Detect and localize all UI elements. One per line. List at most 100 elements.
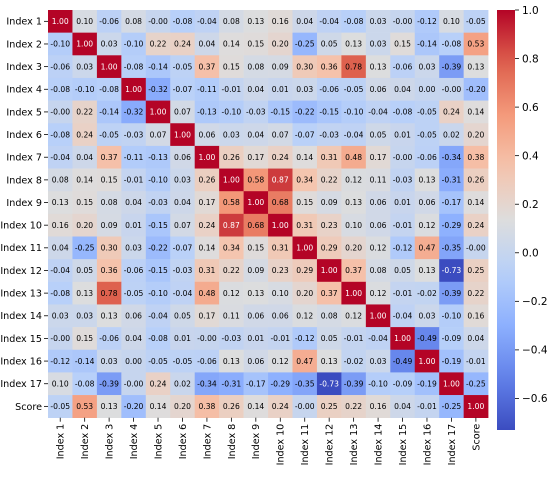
- cell-value-label: 0.05: [174, 311, 191, 320]
- cell-value-label: -0.06: [50, 62, 70, 71]
- heatmap-cell: [48, 372, 73, 396]
- heatmap-cell: [439, 191, 464, 215]
- heatmap-cell: [72, 168, 98, 192]
- colorbar-tick-label: 0.6: [522, 102, 539, 114]
- heatmap-cell: [390, 304, 416, 328]
- heatmap-cell: [48, 168, 73, 192]
- cell-value-label: 0.03: [76, 62, 93, 71]
- heatmap-cell: [219, 10, 244, 33]
- heatmap-cell: [341, 145, 367, 169]
- heatmap-cell: [96, 372, 122, 396]
- cell-value-label: 0.16: [272, 17, 289, 26]
- cell-value-label: 0.14: [76, 176, 93, 185]
- cell-value-label: 0.01: [272, 85, 289, 94]
- cell-value-label: -0.03: [148, 198, 168, 207]
- heatmap-cell: [414, 304, 440, 328]
- heatmap-cell: [390, 168, 416, 192]
- cell-value-label: -0.03: [222, 334, 242, 343]
- cell-value-label: -0.04: [50, 266, 70, 275]
- cell-value-label: -0.19: [442, 357, 462, 366]
- cell-value-label: -0.04: [50, 153, 70, 162]
- cell-value-label: -0.01: [417, 402, 437, 411]
- heatmap-cell: [316, 10, 342, 33]
- cell-value-label: 0.14: [296, 153, 313, 162]
- heatmap-cell: [170, 395, 195, 418]
- heatmap-cell: [72, 349, 98, 373]
- cell-value-label: 0.87: [272, 176, 289, 185]
- cell-value-label: 0.07: [150, 130, 167, 139]
- row-tick-label: Index 8: [6, 175, 42, 186]
- cell-value-label: -0.10: [148, 176, 168, 185]
- heatmap-cell: [414, 236, 440, 260]
- heatmap-cell: [268, 395, 293, 418]
- cell-value-label: 0.12: [370, 244, 387, 253]
- cell-value-label: -0.39: [344, 379, 364, 388]
- cell-value-label: 0.14: [467, 108, 484, 117]
- column-tick-label: Index 16: [422, 424, 433, 466]
- heatmap-cell: [48, 259, 73, 283]
- heatmap-cell: [463, 372, 489, 396]
- heatmap-cell: [170, 304, 195, 328]
- heatmap-cell: [268, 304, 293, 328]
- cell-value-label: -0.49: [393, 357, 413, 366]
- cell-value-label: -0.08: [50, 289, 70, 298]
- heatmap-cell: [414, 327, 440, 351]
- heatmap-cell: [243, 191, 269, 215]
- column-tick-label: Index 12: [325, 424, 336, 466]
- column-tick-label: Index 13: [349, 424, 360, 466]
- cell-value-label: -0.11: [197, 85, 217, 94]
- cell-value-label: -0.01: [466, 357, 486, 366]
- heatmap-cell: [414, 32, 440, 56]
- heatmap-cell: [414, 213, 440, 237]
- heatmap-cell: [219, 32, 244, 56]
- cell-value-label: 0.34: [223, 244, 240, 253]
- heatmap-cell: [268, 372, 293, 396]
- cell-value-label: 0.34: [296, 176, 313, 185]
- column-tick-label: Index 5: [153, 424, 164, 460]
- cell-value-label: -0.25: [442, 402, 462, 411]
- heatmap-cell: [72, 259, 98, 283]
- heatmap-cell: [341, 304, 367, 328]
- heatmap-cell: [194, 32, 220, 56]
- cell-value-label: -0.05: [173, 62, 193, 71]
- heatmap-cell: [219, 372, 244, 396]
- cell-value-label: -0.04: [368, 108, 388, 117]
- cell-value-label: 0.11: [370, 176, 387, 185]
- cell-value-label: -0.05: [417, 130, 437, 139]
- row-tick-label: Index 6: [6, 130, 42, 141]
- cell-value-label: 0.25: [467, 266, 484, 275]
- heatmap-cell: [72, 304, 98, 328]
- cell-value-label: 0.17: [370, 153, 387, 162]
- heatmap-cell: [170, 32, 195, 56]
- cell-value-label: 0.07: [174, 221, 191, 230]
- heatmap-cell: [292, 304, 318, 328]
- cell-value-label: -0.10: [124, 40, 144, 49]
- column-tick-label: Index 8: [227, 424, 238, 460]
- heatmap-cell: [219, 281, 244, 305]
- column-tick-label: Score: [471, 424, 482, 451]
- heatmap-cell: [390, 395, 416, 418]
- cell-value-label: 0.03: [52, 311, 69, 320]
- heatmap-cell: [341, 281, 367, 305]
- cell-value-label: 0.31: [321, 153, 338, 162]
- heatmap-cell: [194, 213, 220, 237]
- cell-value-label: -0.15: [319, 108, 339, 117]
- heatmap-cell: [96, 32, 122, 56]
- cell-value-label: 0.26: [467, 176, 484, 185]
- heatmap-cell: [341, 55, 367, 79]
- cell-value-label: 0.36: [101, 266, 118, 275]
- heatmap-cell: [121, 327, 147, 351]
- heatmap-cell: [390, 281, 416, 305]
- heatmap-cell: [390, 55, 416, 79]
- cell-value-label: 0.02: [174, 379, 191, 388]
- cell-value-label: 0.53: [467, 40, 484, 49]
- heatmap-cell: [463, 123, 489, 147]
- cell-value-label: 0.06: [370, 198, 387, 207]
- cell-value-label: 0.31: [198, 266, 215, 275]
- heatmap-cell: [243, 349, 269, 373]
- cell-value-label: 0.31: [296, 221, 313, 230]
- row-tick-labels: Index 1 Index 2 Index 3 Index 4 Index 5 Index…: [0, 17, 48, 413]
- heatmap-cell: [121, 372, 147, 396]
- heatmap-cell: [414, 55, 440, 79]
- heatmap-cell: [96, 395, 122, 418]
